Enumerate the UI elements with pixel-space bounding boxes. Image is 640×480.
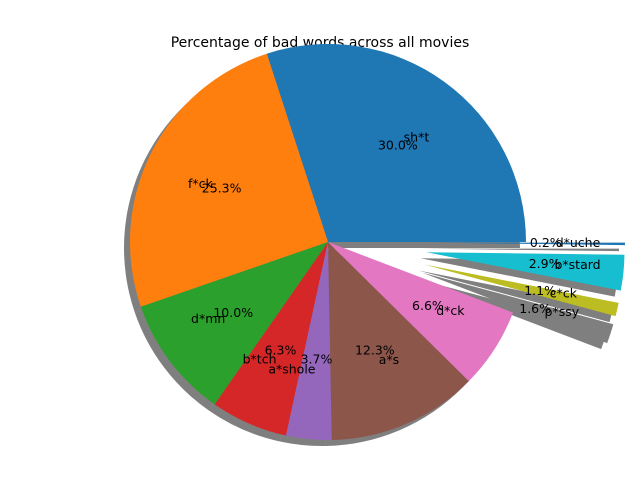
pie-label-b-tch: b*tch: [243, 351, 277, 366]
pie-slice-a-s: [328, 242, 469, 440]
pie-pct-label-c-ck: 1.1%: [524, 283, 556, 298]
pie-label-f-ck: f*ck: [188, 176, 214, 191]
pie-wedges: [130, 43, 625, 440]
pie-slice-shadow-d-uche: [420, 248, 619, 252]
pie-label-d-uche: d*uche: [556, 235, 601, 250]
pie-label-a-shole: a*shole: [268, 362, 315, 377]
pie-label-d-mn: d*mn: [191, 311, 225, 326]
pie-pct-label-d-mn: 10.0%: [213, 305, 253, 320]
pie-labels: 30.0%sh*t 25.3%f*ck 10.0%d*mn 6.3%b*tch 3.7%…: [188, 129, 601, 376]
pie-pct-label-a-s: 12.3%: [355, 343, 395, 358]
pie-slice-c-ck: [424, 264, 619, 317]
pie-slice-f-ck: [130, 53, 328, 307]
pie-pct-label-d-ck: 6.6%: [412, 298, 444, 313]
pie-pct-label-f-ck: 25.3%: [202, 181, 242, 196]
pie-label-c-ck: c*ck: [550, 285, 578, 300]
pie-pct-label-a-shole: 3.7%: [301, 352, 333, 367]
pie-slice-b-stard: [426, 252, 625, 291]
pie-label-p-ssy: p*ssy: [545, 304, 580, 319]
pie-pct-label-b-stard: 2.9%: [529, 256, 561, 271]
pie-pct-label-p-ssy: 1.6%: [519, 301, 551, 316]
pie-label-sh-t: sh*t: [404, 129, 430, 144]
pie-pct-label-b-tch: 6.3%: [265, 342, 297, 357]
pie-label-d-ck: d*ck: [436, 303, 465, 318]
pie-slice-a-shole: [286, 242, 332, 440]
pie-slice-sh-t: [266, 43, 526, 242]
pie-slice-p-ssy: [422, 272, 614, 344]
pie-slice-b-tch: [214, 242, 328, 436]
pie-label-a-s: a*s: [379, 352, 399, 367]
chart-title: Percentage of bad words across all movie…: [170, 35, 470, 51]
pie-slice-d-ck: [328, 242, 513, 382]
pie-label-b-stard: b*stard: [554, 257, 600, 272]
pie-slice-d-uche: [426, 242, 625, 246]
pie-pct-label-sh-t: 30.0%: [378, 137, 418, 152]
pie-slice-d-mn: [140, 242, 328, 405]
pie-pct-label-d-uche: 0.2%: [530, 235, 562, 250]
pie-slice-shadow-c-ck: [418, 270, 613, 323]
